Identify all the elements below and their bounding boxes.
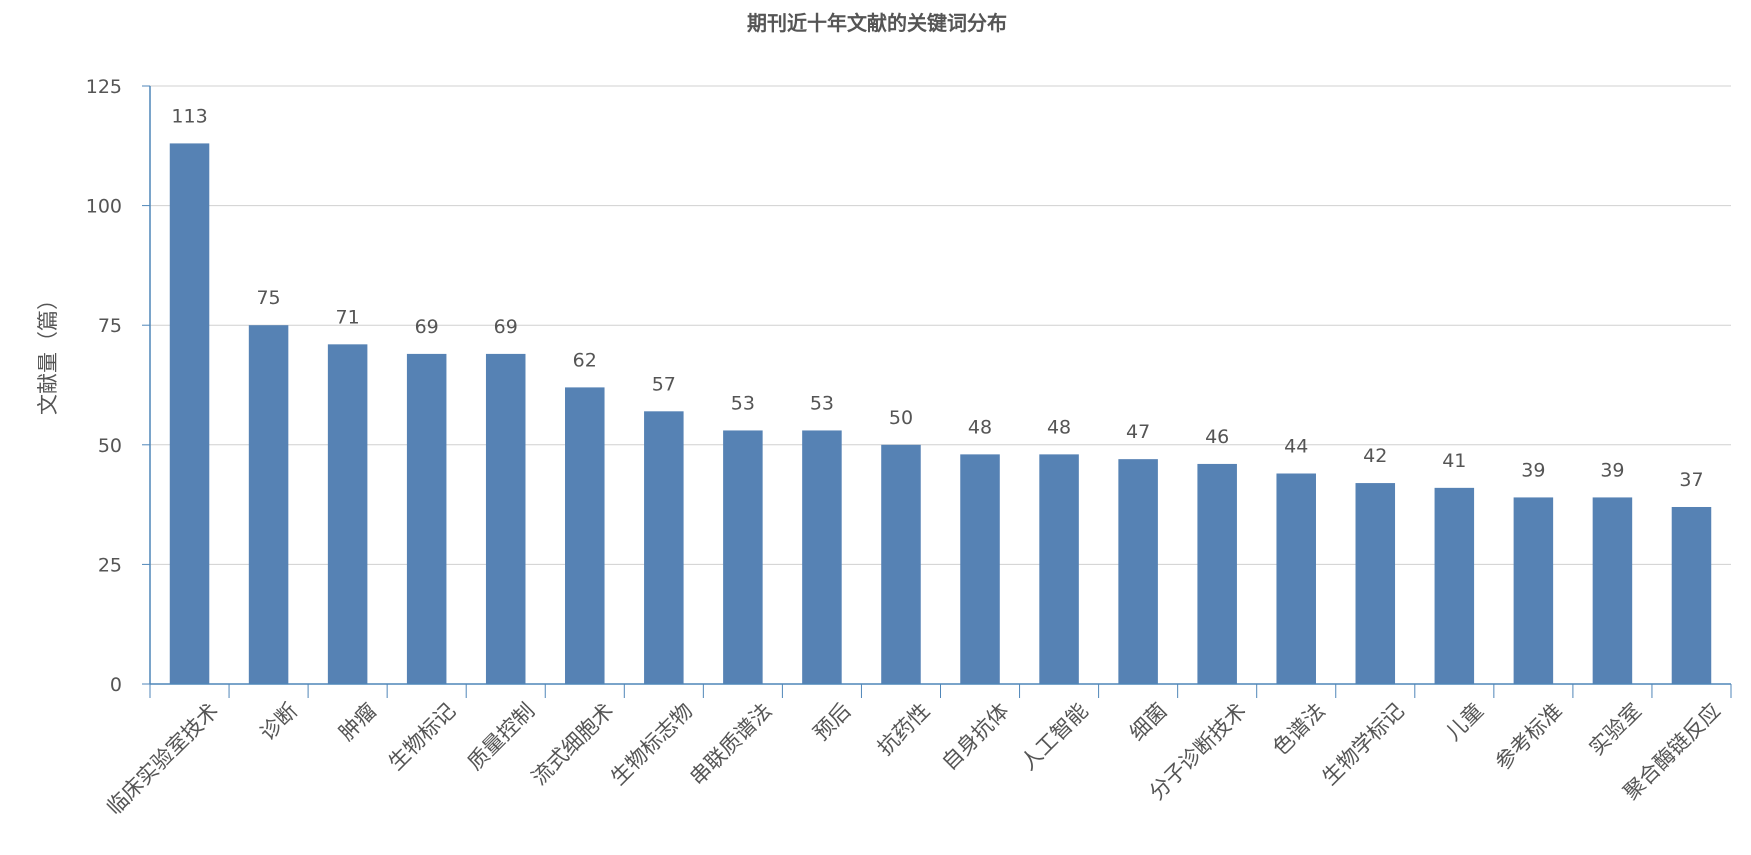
bars <box>169 143 1712 684</box>
data-label: 113 <box>171 105 207 127</box>
data-label: 37 <box>1679 469 1703 491</box>
data-label: 69 <box>494 316 518 338</box>
y-axis-label: 文献量（篇） <box>36 289 60 415</box>
bar <box>327 344 368 684</box>
bar <box>1434 487 1475 684</box>
y-tick-labels: 0 25 50 75 100 125 <box>86 76 150 696</box>
x-tick-label: 实验室 <box>1584 699 1646 761</box>
bar <box>1592 497 1633 684</box>
data-label: 44 <box>1284 436 1308 458</box>
data-label: 53 <box>810 392 834 414</box>
bar <box>1513 497 1554 684</box>
data-label: 47 <box>1126 421 1150 443</box>
x-tick-label: 参考标准 <box>1491 699 1567 775</box>
y-tick-label: 25 <box>98 554 122 576</box>
bar <box>1276 473 1316 684</box>
axes <box>149 86 1732 698</box>
data-label: 62 <box>573 349 597 371</box>
data-label: 46 <box>1205 426 1229 448</box>
x-tick-label: 色谱法 <box>1268 699 1330 761</box>
y-tick-label: 50 <box>98 435 122 457</box>
x-tick-label: 临床实验室技术 <box>102 699 223 820</box>
bar <box>881 444 921 684</box>
bar <box>723 430 763 684</box>
bar <box>1039 454 1079 684</box>
data-label: 50 <box>889 407 913 429</box>
x-tick-label: 流式细胞术 <box>527 699 618 790</box>
bar <box>1671 506 1712 684</box>
y-tick-label: 100 <box>86 196 122 218</box>
data-label: 48 <box>1047 416 1071 438</box>
x-tick-label: 预后 <box>809 699 856 746</box>
x-tick-label: 串联质谱法 <box>685 699 776 790</box>
bar <box>1118 459 1158 684</box>
data-labels: 113 75 71 69 69 62 57 53 53 50 48 48 47 46 44 42 41 39 39 3… <box>171 105 1703 491</box>
y-tick-label: 75 <box>98 315 122 337</box>
x-tick-label: 儿童 <box>1441 699 1488 746</box>
data-label: 53 <box>731 392 755 414</box>
bar <box>406 353 447 684</box>
x-tick-label: 自身抗体 <box>937 699 1013 775</box>
bar <box>960 454 1000 684</box>
data-label: 48 <box>968 416 992 438</box>
data-label: 69 <box>415 316 439 338</box>
data-label: 71 <box>336 306 360 328</box>
x-tick-label: 抗药性 <box>873 699 935 761</box>
bar <box>1355 483 1396 684</box>
x-tick-label: 诊断 <box>255 699 302 746</box>
chart-title: 期刊近十年文献的关键词分布 <box>747 11 1007 35</box>
bar <box>169 143 210 684</box>
bar <box>565 387 605 684</box>
bar <box>485 353 526 684</box>
x-tick-label: 肿瘤 <box>334 699 381 746</box>
data-label: 39 <box>1521 459 1545 481</box>
bar <box>248 325 289 684</box>
y-tick-label: 0 <box>110 674 122 696</box>
x-tick-labels: 临床实验室技术 诊断 肿瘤 生物标记 质量控制流式细胞术生物标志物串联质谱法 预后 抗药性自… <box>102 699 1725 820</box>
x-tick-label: 生物标记 <box>384 699 460 775</box>
grid-lines <box>150 85 1731 565</box>
bar <box>802 430 842 684</box>
x-tick-label: 人工智能 <box>1016 699 1092 775</box>
data-label: 39 <box>1600 459 1624 481</box>
x-tick-label: 质量控制 <box>463 699 539 775</box>
data-label: 42 <box>1363 445 1387 467</box>
bar <box>1197 463 1237 684</box>
bar <box>644 411 684 684</box>
data-label: 57 <box>652 373 676 395</box>
data-label: 75 <box>256 287 280 309</box>
y-tick-label: 125 <box>86 76 122 98</box>
x-tick-label: 生物学标记 <box>1318 699 1409 790</box>
data-label: 41 <box>1442 450 1466 472</box>
x-tick-label: 细菌 <box>1125 699 1172 746</box>
x-tick-label: 生物标志物 <box>606 699 697 790</box>
